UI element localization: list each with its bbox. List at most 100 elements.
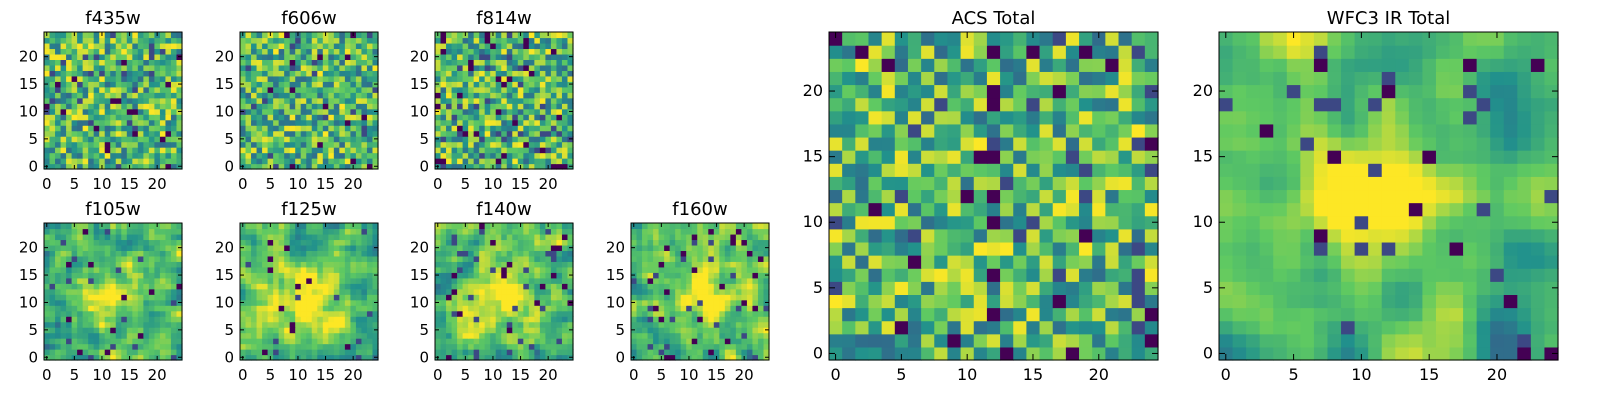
heatmap-cell	[49, 343, 56, 350]
heatmap-cell	[473, 283, 480, 290]
heatmap-cell	[44, 37, 51, 44]
x-tick-label: 5	[461, 175, 471, 193]
heatmap-cell	[550, 152, 558, 159]
heatmap-cell	[344, 327, 351, 334]
heatmap-cell	[322, 108, 329, 115]
heatmap-cell	[126, 305, 133, 312]
heatmap-cell	[973, 307, 988, 322]
heatmap-cell	[664, 288, 671, 295]
heatmap-cell	[306, 305, 313, 312]
heatmap-cell	[479, 53, 486, 60]
heatmap-cell	[49, 108, 56, 115]
heatmap-cell	[561, 228, 569, 235]
heatmap-cell	[697, 288, 704, 295]
heatmap-cell	[479, 86, 486, 93]
heatmap-cell	[473, 244, 480, 251]
heatmap-cell	[724, 239, 731, 246]
heatmap-cell	[986, 189, 1001, 204]
heatmap-cell	[137, 48, 144, 55]
heatmap-cell	[289, 261, 296, 268]
heatmap-cell	[763, 250, 770, 257]
heatmap-cell	[741, 332, 748, 339]
heatmap-cell	[534, 125, 541, 132]
heatmap-cell	[165, 228, 172, 235]
heatmap-cell	[77, 283, 84, 290]
heatmap-cell	[921, 228, 935, 243]
heatmap-cell	[60, 70, 67, 77]
heatmap-cell	[506, 163, 513, 170]
heatmap-cell	[675, 338, 682, 345]
heatmap-cell	[894, 163, 909, 177]
heatmap-cell	[446, 158, 453, 165]
heatmap-cell	[550, 32, 558, 39]
heatmap-cell	[289, 233, 296, 241]
heatmap-cell	[77, 158, 84, 165]
heatmap-cell	[55, 277, 62, 284]
heatmap-cell	[724, 299, 731, 306]
heatmap-cell	[517, 266, 524, 273]
heatmap-cell	[664, 310, 671, 317]
heatmap-cell	[642, 310, 649, 317]
heatmap-cell	[1039, 346, 1054, 361]
heatmap-cell	[311, 75, 318, 82]
heatmap-cell	[121, 349, 128, 356]
heatmap-cell	[289, 354, 296, 361]
heatmap-cell	[148, 343, 155, 350]
heatmap-cell	[49, 250, 56, 257]
heatmap-cell	[501, 316, 508, 323]
heatmap-cell	[60, 64, 67, 71]
heatmap-cell	[121, 332, 128, 339]
heatmap-cell	[451, 255, 458, 262]
heatmap-cell	[680, 261, 687, 268]
heatmap-cell	[372, 316, 379, 323]
heatmap-cell	[115, 223, 122, 230]
heatmap-cell	[104, 294, 111, 301]
heatmap-cell	[110, 125, 117, 132]
heatmap-cell	[506, 343, 513, 350]
heatmap-cell	[539, 228, 546, 235]
heatmap-cell	[295, 294, 302, 301]
heatmap-cell	[273, 239, 280, 246]
heatmap-cell	[322, 305, 329, 312]
heatmap-cell	[311, 97, 318, 104]
heatmap-cell	[567, 321, 574, 328]
heatmap-cell	[462, 97, 469, 104]
heatmap-cell	[88, 97, 95, 104]
heatmap-cell	[462, 141, 469, 148]
heatmap-cell	[115, 125, 122, 132]
heatmap-cell	[484, 141, 491, 148]
heatmap-cell	[126, 255, 133, 262]
heatmap-cell	[104, 310, 111, 317]
heatmap-cell	[328, 316, 335, 323]
heatmap-cell	[451, 294, 458, 301]
heatmap-cell	[523, 53, 530, 60]
heatmap-cell	[350, 228, 357, 235]
heatmap-cell	[675, 239, 682, 246]
heatmap-cell	[451, 59, 458, 66]
heatmap-cell	[457, 92, 464, 99]
heatmap-cell	[44, 147, 51, 154]
heatmap-cell	[344, 141, 351, 148]
heatmap-cell	[344, 294, 351, 301]
heatmap-cell	[517, 64, 524, 71]
heatmap-cell	[550, 64, 558, 71]
heatmap-cell	[306, 37, 313, 44]
heatmap-cell	[132, 32, 139, 39]
heatmap-cell	[523, 114, 530, 121]
y-tick-label: 15	[606, 266, 625, 284]
heatmap-cell	[267, 244, 274, 251]
heatmap-cell	[333, 338, 340, 345]
heatmap-cell	[372, 97, 379, 104]
heatmap-cell	[273, 147, 280, 154]
heatmap-cell	[104, 288, 111, 295]
heatmap-cell	[539, 305, 546, 312]
heatmap-cell	[361, 283, 368, 290]
heatmap-cell	[44, 42, 51, 50]
heatmap-cell	[484, 310, 491, 317]
heatmap-cell	[115, 343, 122, 350]
heatmap-cell	[121, 81, 128, 88]
heatmap-cell	[361, 108, 368, 115]
heatmap-cell	[99, 75, 106, 82]
heatmap-cell	[724, 338, 731, 345]
heatmap-cell	[132, 239, 139, 246]
